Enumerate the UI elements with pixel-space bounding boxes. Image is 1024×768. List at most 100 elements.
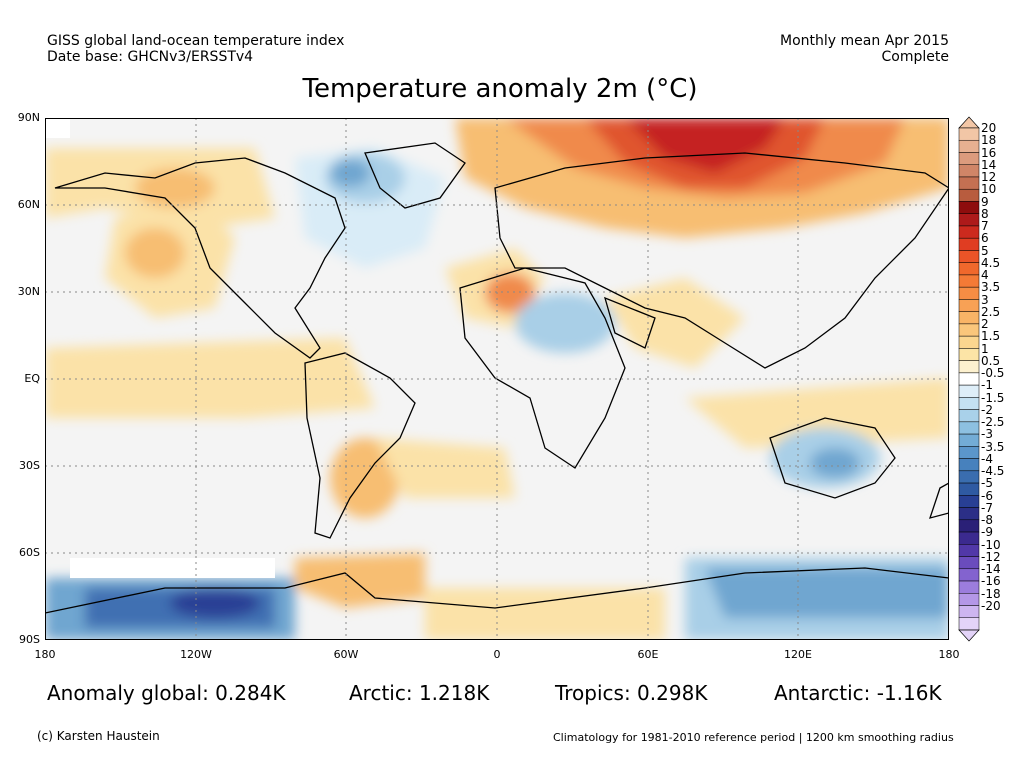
antarctic-anomaly: Antarctic: -1.16K	[774, 681, 942, 705]
completeness-label: Complete	[881, 49, 949, 65]
colorbar-tick-label: 1.5	[981, 329, 1001, 344]
colorbar-cell	[958, 139, 980, 153]
missing-data-patch	[70, 558, 275, 578]
colorbar-cell	[958, 201, 980, 214]
lat-label: 90N	[17, 111, 40, 124]
colorbar-tick-label: 8	[981, 206, 989, 221]
colorbar-cell	[958, 519, 980, 533]
colorbar-tick-label: 2.5	[981, 304, 1001, 319]
colorbar-cell	[958, 544, 980, 557]
colorbar-tick-label: 12	[981, 170, 997, 185]
colorbar-cell	[958, 262, 980, 276]
colorbar-tick-label: -16	[981, 574, 1001, 589]
lon-label: 120W	[180, 648, 212, 661]
lat-label: 30N	[17, 285, 40, 298]
colorbar-cell	[958, 127, 980, 141]
dataset-title: GISS global land-ocean temperature index	[47, 33, 345, 49]
colorbar-cell	[958, 556, 980, 570]
colorbar-cell	[958, 617, 980, 631]
colorbar	[958, 116, 980, 642]
colorbar-cell	[958, 409, 980, 423]
colorbar-cell	[958, 531, 980, 545]
colorbar-cell	[958, 164, 980, 178]
colorbar-tick-label: -0.5	[981, 366, 1005, 381]
colorbar-tick-label: -14	[981, 562, 1001, 577]
colorbar-tick-label: -20	[981, 598, 1001, 613]
colorbar-cell	[958, 397, 980, 410]
map-title: Temperature anomaly 2m (°C)	[302, 74, 698, 104]
colorbar-tick-label: 0.5	[981, 353, 1001, 368]
colorbar-tick-label: 10	[981, 182, 997, 197]
colorbar-tick-label: -3.5	[981, 439, 1005, 454]
colorbar-cell	[958, 482, 980, 496]
colorbar-cell	[958, 384, 980, 398]
colorbar-bottom-arrow	[958, 629, 980, 642]
lat-label: 90S	[19, 633, 40, 646]
lat-label: 60S	[19, 546, 40, 559]
colorbar-top-arrow	[958, 116, 980, 129]
colorbar-tick-label: 4	[981, 268, 989, 283]
colorbar-tick-label: -8	[981, 513, 993, 528]
colorbar-cell	[958, 433, 980, 447]
lon-label: 60E	[637, 648, 659, 661]
colorbar-cell	[958, 507, 980, 521]
colorbar-cell	[958, 213, 980, 227]
colorbar-cell	[958, 446, 980, 459]
colorbar-tick-label: 7	[981, 219, 989, 234]
colorbar-cell	[958, 250, 980, 263]
colorbar-cell	[958, 568, 980, 582]
colorbar-cell	[958, 237, 980, 251]
credit: (c) Karsten Haustein	[37, 729, 160, 743]
lon-label: 120E	[784, 648, 812, 661]
colorbar-tick-label: 3	[981, 292, 989, 307]
anomaly-field	[45, 118, 949, 640]
colorbar-cell	[958, 286, 980, 300]
colorbar-cell	[958, 421, 980, 435]
colorbar-cell	[958, 495, 980, 508]
colorbar-tick-label: -2.5	[981, 415, 1005, 430]
colorbar-tick-label: -2	[981, 402, 993, 417]
colorbar-cell	[958, 458, 980, 472]
colorbar-tick-label: -6	[981, 488, 993, 503]
colorbar-tick-label: -12	[981, 549, 1001, 564]
coastlines	[45, 142, 949, 614]
colorbar-tick-label: -7	[981, 500, 993, 515]
period-label: Monthly mean Apr 2015	[780, 33, 949, 49]
missing-data-patch	[45, 118, 70, 138]
colorbar-cell	[958, 593, 980, 606]
colorbar-cell	[958, 176, 980, 190]
colorbar-cell	[958, 470, 980, 484]
colorbar-cell	[958, 225, 980, 239]
colorbar-tick-label: -1.5	[981, 390, 1005, 405]
graticule	[45, 118, 949, 640]
colorbar-cell	[958, 580, 980, 594]
colorbar-tick-label: -4	[981, 451, 993, 466]
colorbar-tick-label: 3.5	[981, 280, 1001, 295]
colorbar-cell	[958, 348, 980, 361]
colorbar-tick-label: 9	[981, 194, 989, 209]
colorbar-tick-label: 14	[981, 157, 997, 172]
colorbar-cell	[958, 152, 980, 165]
colorbar-tick-label: -10	[981, 537, 1001, 552]
colorbar-tick-label: 20	[981, 121, 997, 136]
colorbar-tick-label: -3	[981, 427, 993, 442]
arctic-anomaly: Arctic: 1.218K	[349, 681, 490, 705]
colorbar-tick-label: -1	[981, 378, 993, 393]
colorbar-tick-label: 6	[981, 231, 989, 246]
colorbar-cell	[958, 299, 980, 312]
colorbar-cell	[958, 372, 980, 386]
colorbar-tick-label: -18	[981, 586, 1001, 601]
colorbar-tick-label: -4.5	[981, 464, 1005, 479]
colorbar-tick-label: 1	[981, 341, 989, 356]
colorbar-tick-label: 18	[981, 133, 997, 148]
colorbar-tick-label: 5	[981, 243, 989, 258]
lat-label: EQ	[24, 372, 40, 385]
colorbar-tick-label: -5	[981, 476, 993, 491]
colorbar-tick-label: 16	[981, 145, 997, 160]
lat-label: 30S	[19, 459, 40, 472]
colorbar-tick-label: -9	[981, 525, 993, 540]
map-frame	[45, 118, 949, 640]
database-label: Date base: GHCNv3/ERSSTv4	[47, 49, 254, 65]
lon-label: 0	[493, 648, 501, 661]
lon-label: 180	[34, 648, 56, 661]
